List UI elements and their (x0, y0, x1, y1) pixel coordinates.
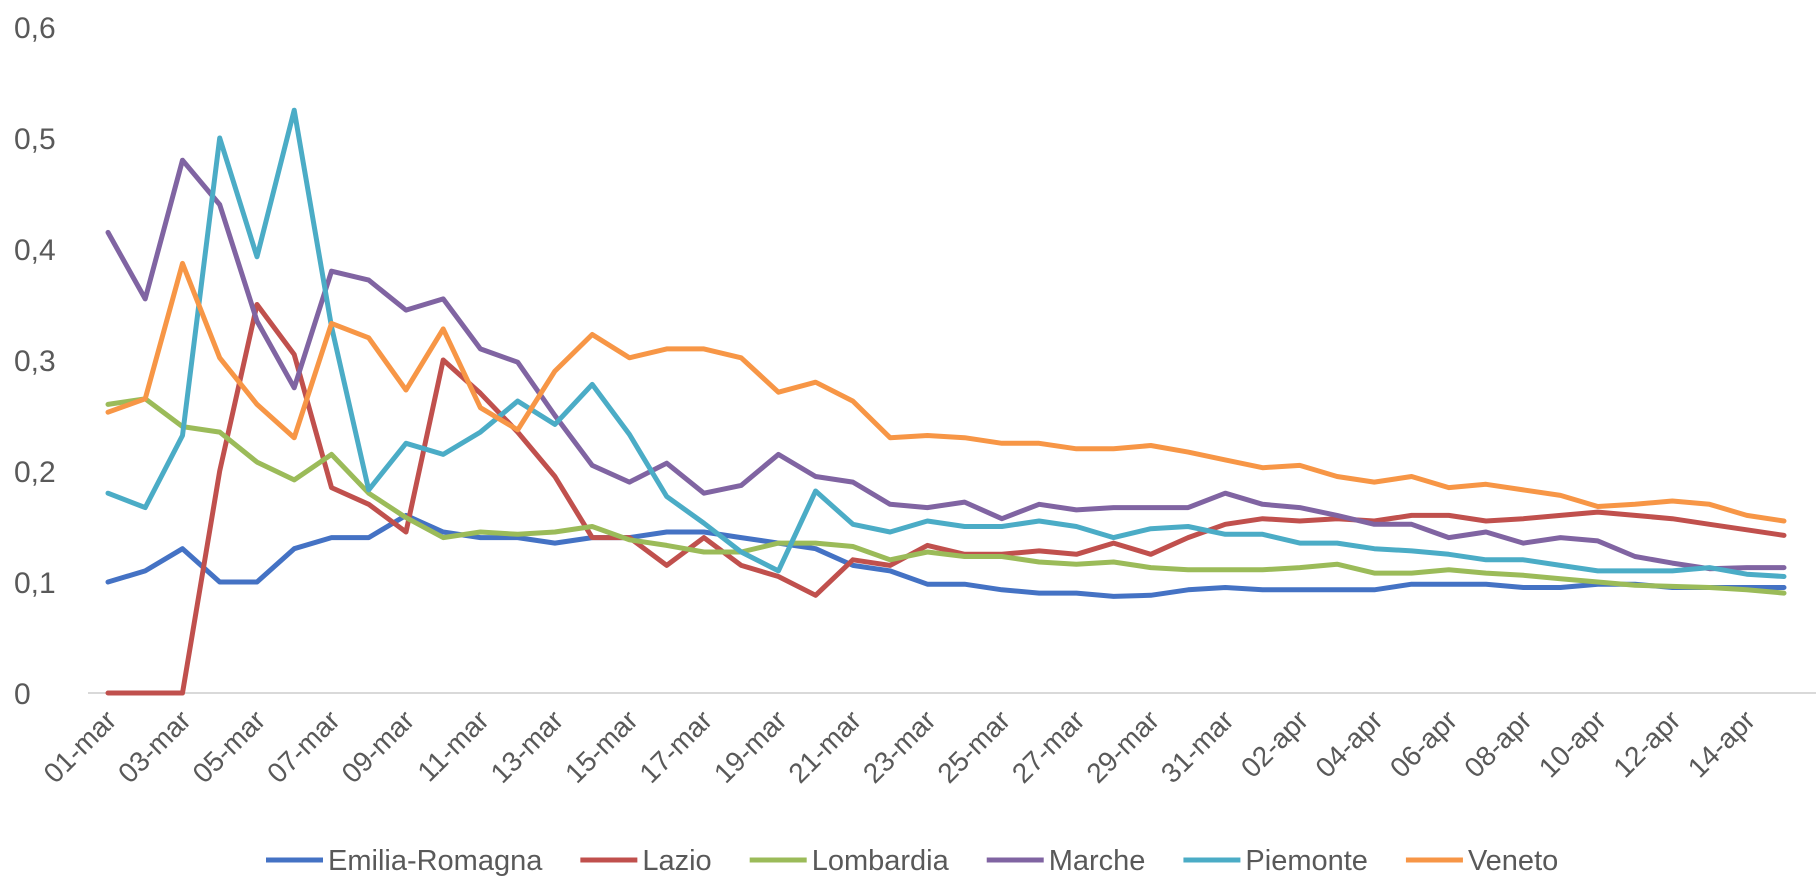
x-tick-label: 25-mar (931, 704, 1016, 789)
x-tick-label: 29-mar (1080, 704, 1165, 789)
x-tick-label: 23-mar (857, 704, 942, 789)
x-tick-label: 09-mar (336, 704, 421, 789)
x-tick-label: 17-mar (634, 704, 719, 789)
y-tick-label: 0,3 (14, 345, 56, 378)
series-line-lazio (105, 302, 1787, 696)
legend-label: Marche (1049, 845, 1146, 876)
legend-item-marche: Marche (986, 845, 1146, 877)
y-tick-label: 0,4 (14, 234, 56, 267)
legend-item-emilia-romagna: Emilia-Romagna (266, 845, 543, 877)
y-tick-label: 0,6 (14, 12, 56, 45)
x-tick-label: 31-mar (1155, 704, 1240, 789)
y-tick-label: 0,2 (14, 456, 56, 489)
x-tick-label: 10-apr (1533, 704, 1612, 783)
legend-item-lombardia: Lombardia (749, 845, 950, 877)
series-line-veneto (105, 260, 1787, 524)
legend-item-veneto: Veneto (1405, 845, 1558, 877)
series-line-lombardia (105, 396, 1787, 596)
x-tick-label: 05-mar (187, 704, 272, 789)
x-tick-label: 21-mar (782, 704, 867, 789)
series-line-emilia-romagna (105, 512, 1787, 599)
y-tick-label: 0 (14, 678, 31, 711)
x-tick-label: 07-mar (261, 704, 346, 789)
legend-label: Piemonte (1245, 845, 1368, 876)
x-tick-label: 08-apr (1458, 704, 1537, 783)
legend-label: Lombardia (812, 845, 950, 876)
x-tick-label: 13-mar (485, 704, 570, 789)
x-tick-label: 04-apr (1309, 704, 1388, 783)
legend-label: Veneto (1468, 845, 1558, 876)
x-tick-label: 02-apr (1235, 704, 1314, 783)
x-tick-label: 12-apr (1607, 704, 1686, 783)
x-tick-label: 01-mar (38, 704, 123, 789)
legend-item-piemonte: Piemonte (1183, 845, 1368, 877)
y-tick-label: 0,5 (14, 123, 56, 156)
plot-area (105, 107, 1787, 696)
legend-label: Lazio (642, 845, 711, 876)
y-tick-label: 0,1 (14, 567, 56, 600)
x-tick-label: 03-mar (112, 704, 197, 789)
x-tick-label: 11-mar (412, 704, 495, 787)
legend-label: Emilia-Romagna (328, 845, 543, 876)
x-tick-label: 14-apr (1682, 704, 1761, 783)
y-axis: 0 0,1 0,2 0,3 0,4 0,5 0,6 (14, 12, 56, 711)
x-tick-label: 19-mar (708, 704, 793, 789)
x-tick-label: 15-mar (559, 704, 644, 789)
series-line-marche (105, 157, 1787, 572)
legend-item-lazio: Lazio (580, 845, 712, 877)
series-line-piemonte (105, 107, 1787, 579)
x-axis: 01-mar03-mar05-mar07-mar09-mar11-mar13-m… (38, 704, 1761, 789)
x-tick-label: 06-apr (1384, 704, 1463, 783)
x-tick-label: 27-mar (1006, 704, 1091, 789)
legend: Emilia-Romagna Lazio Lombardia Marche Piemon… (266, 845, 1558, 877)
